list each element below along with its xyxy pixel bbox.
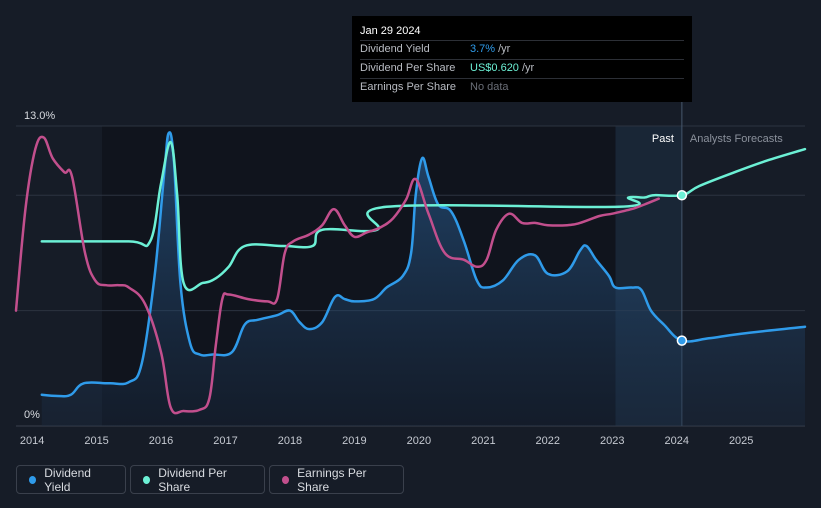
legend-label: Dividend Yield: [44, 465, 91, 494]
earnings-per-share-dot-icon: [282, 475, 290, 484]
x-tick-label: 2018: [278, 435, 302, 447]
dividend-per-share-dot-icon: [143, 475, 151, 484]
x-tick-label: 2014: [20, 435, 44, 447]
tooltip-value: US$0.620: [470, 62, 519, 74]
legend-label: Dividend Per Share: [158, 465, 227, 494]
tooltip-date: Jan 29 2024: [360, 25, 421, 37]
legend-earnings-per-share[interactable]: Earnings Per Share: [269, 465, 404, 494]
x-tick-label: 2017: [213, 435, 237, 447]
x-tick-label: 2024: [664, 435, 688, 447]
forecast-label: Analysts Forecasts: [690, 133, 783, 145]
x-tick-label: 2019: [342, 435, 366, 447]
tooltip-label: Dividend Per Share: [360, 62, 456, 74]
dividend-yield-dot-icon: [29, 475, 37, 484]
x-tick-label: 2015: [84, 435, 108, 447]
tooltip-label: Dividend Yield: [360, 43, 430, 55]
tooltip-value: 3.7%: [470, 43, 496, 55]
legend-dividend-yield[interactable]: Dividend Yield: [16, 465, 126, 494]
chart-tooltip: Jan 29 2024 Dividend Yield 3.7% /yr Divi…: [352, 16, 692, 102]
tooltip-unit: /yr: [521, 62, 535, 74]
tooltip-label: Earnings Per Share: [360, 81, 456, 93]
dividend-yield-line: [40, 131, 807, 398]
tooltip-unit: /yr: [498, 43, 511, 55]
legend-label: Earnings Per Share: [297, 465, 367, 494]
tooltip-row-dividend-yield: Dividend Yield 3.7% /yr: [360, 40, 684, 59]
y-axis-top-label: 13.0%: [24, 110, 55, 122]
earnings-per-share-line: [14, 135, 660, 415]
dividend-per-share-marker: [676, 189, 688, 201]
legend-dividend-per-share[interactable]: Dividend Per Share: [130, 465, 265, 494]
y-axis-bottom-label: 0%: [24, 409, 40, 421]
dividend-yield-marker: [676, 335, 688, 346]
x-tick-label: 2022: [536, 435, 560, 447]
x-tick-label: 2020: [407, 435, 431, 447]
x-tick-label: 2016: [149, 435, 173, 447]
x-tick-label: 2023: [600, 435, 624, 447]
tooltip-value: No data: [470, 81, 509, 93]
x-tick-label: 2025: [729, 435, 753, 447]
x-tick-label: 2021: [471, 435, 495, 447]
dividend-per-share-line: [40, 140, 807, 292]
tooltip-row-earnings-per-share: Earnings Per Share No data: [360, 78, 684, 97]
tooltip-row-dividend-per-share: Dividend Per Share US$0.620 /yr: [360, 59, 684, 78]
past-label: Past: [652, 133, 674, 145]
